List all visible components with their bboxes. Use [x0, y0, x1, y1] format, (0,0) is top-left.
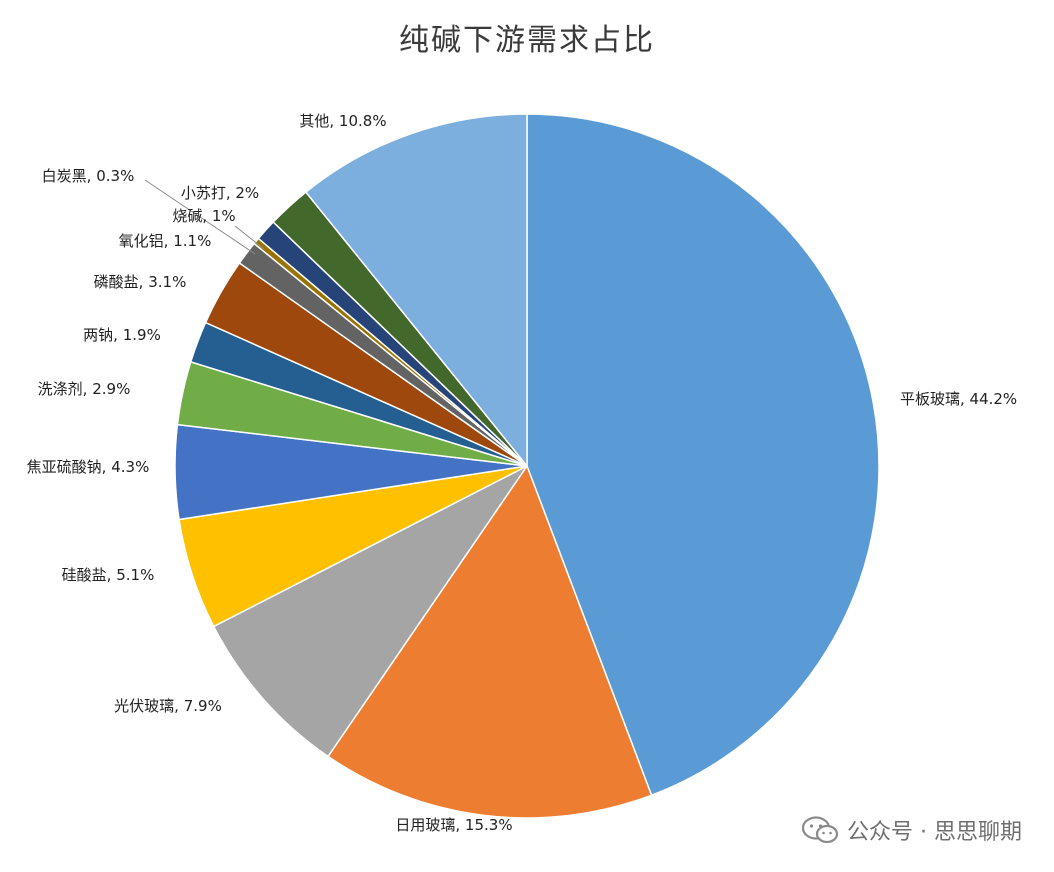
slice-label-4: 焦亚硫酸钠, 4.3% [27, 458, 150, 476]
slice-label-3: 硅酸盐, 5.1% [62, 566, 155, 584]
pie-slices [174, 113, 880, 819]
leader-line-10 [234, 225, 265, 250]
slice-label-6: 两钠, 1.9% [83, 326, 161, 344]
slice-label-2: 光伏玻璃, 7.9% [114, 697, 222, 715]
wechat-icon [801, 816, 839, 844]
pie-slice-12 [304, 113, 528, 469]
pie-slice-1 [327, 464, 653, 819]
watermark: 公众号 · 思思聊期 [801, 814, 1022, 846]
pie-slice-0 [526, 113, 880, 797]
leader-line-9 [144, 179, 256, 255]
slice-label-11: 小苏打, 2% [181, 184, 259, 202]
slice-label-12: 其他, 10.8% [299, 112, 386, 130]
slice-labels: 平板玻璃, 44.2% 日用玻璃, 15.3% 光伏玻璃, 7.9% 硅酸盐, 5.1… [27, 112, 1018, 834]
leader-lines [144, 179, 265, 255]
watermark-text: 公众号 · 思思聊期 [847, 820, 1022, 845]
slice-label-7: 磷酸盐, 3.1% [94, 273, 187, 291]
slice-label-9: 白炭黑, 0.3% [42, 167, 135, 185]
slice-label-1: 日用玻璃, 15.3% [395, 816, 512, 834]
chart-title: 纯碱下游需求占比 [399, 23, 655, 58]
pie-slice-2 [212, 465, 528, 758]
slice-label-8: 氧化铝, 1.1% [119, 232, 212, 250]
slice-label-0: 平板玻璃, 44.2% [900, 390, 1017, 408]
slice-label-10: 烧碱, 1% [172, 207, 235, 225]
slice-label-5: 洗涤剂, 2.9% [38, 380, 131, 398]
